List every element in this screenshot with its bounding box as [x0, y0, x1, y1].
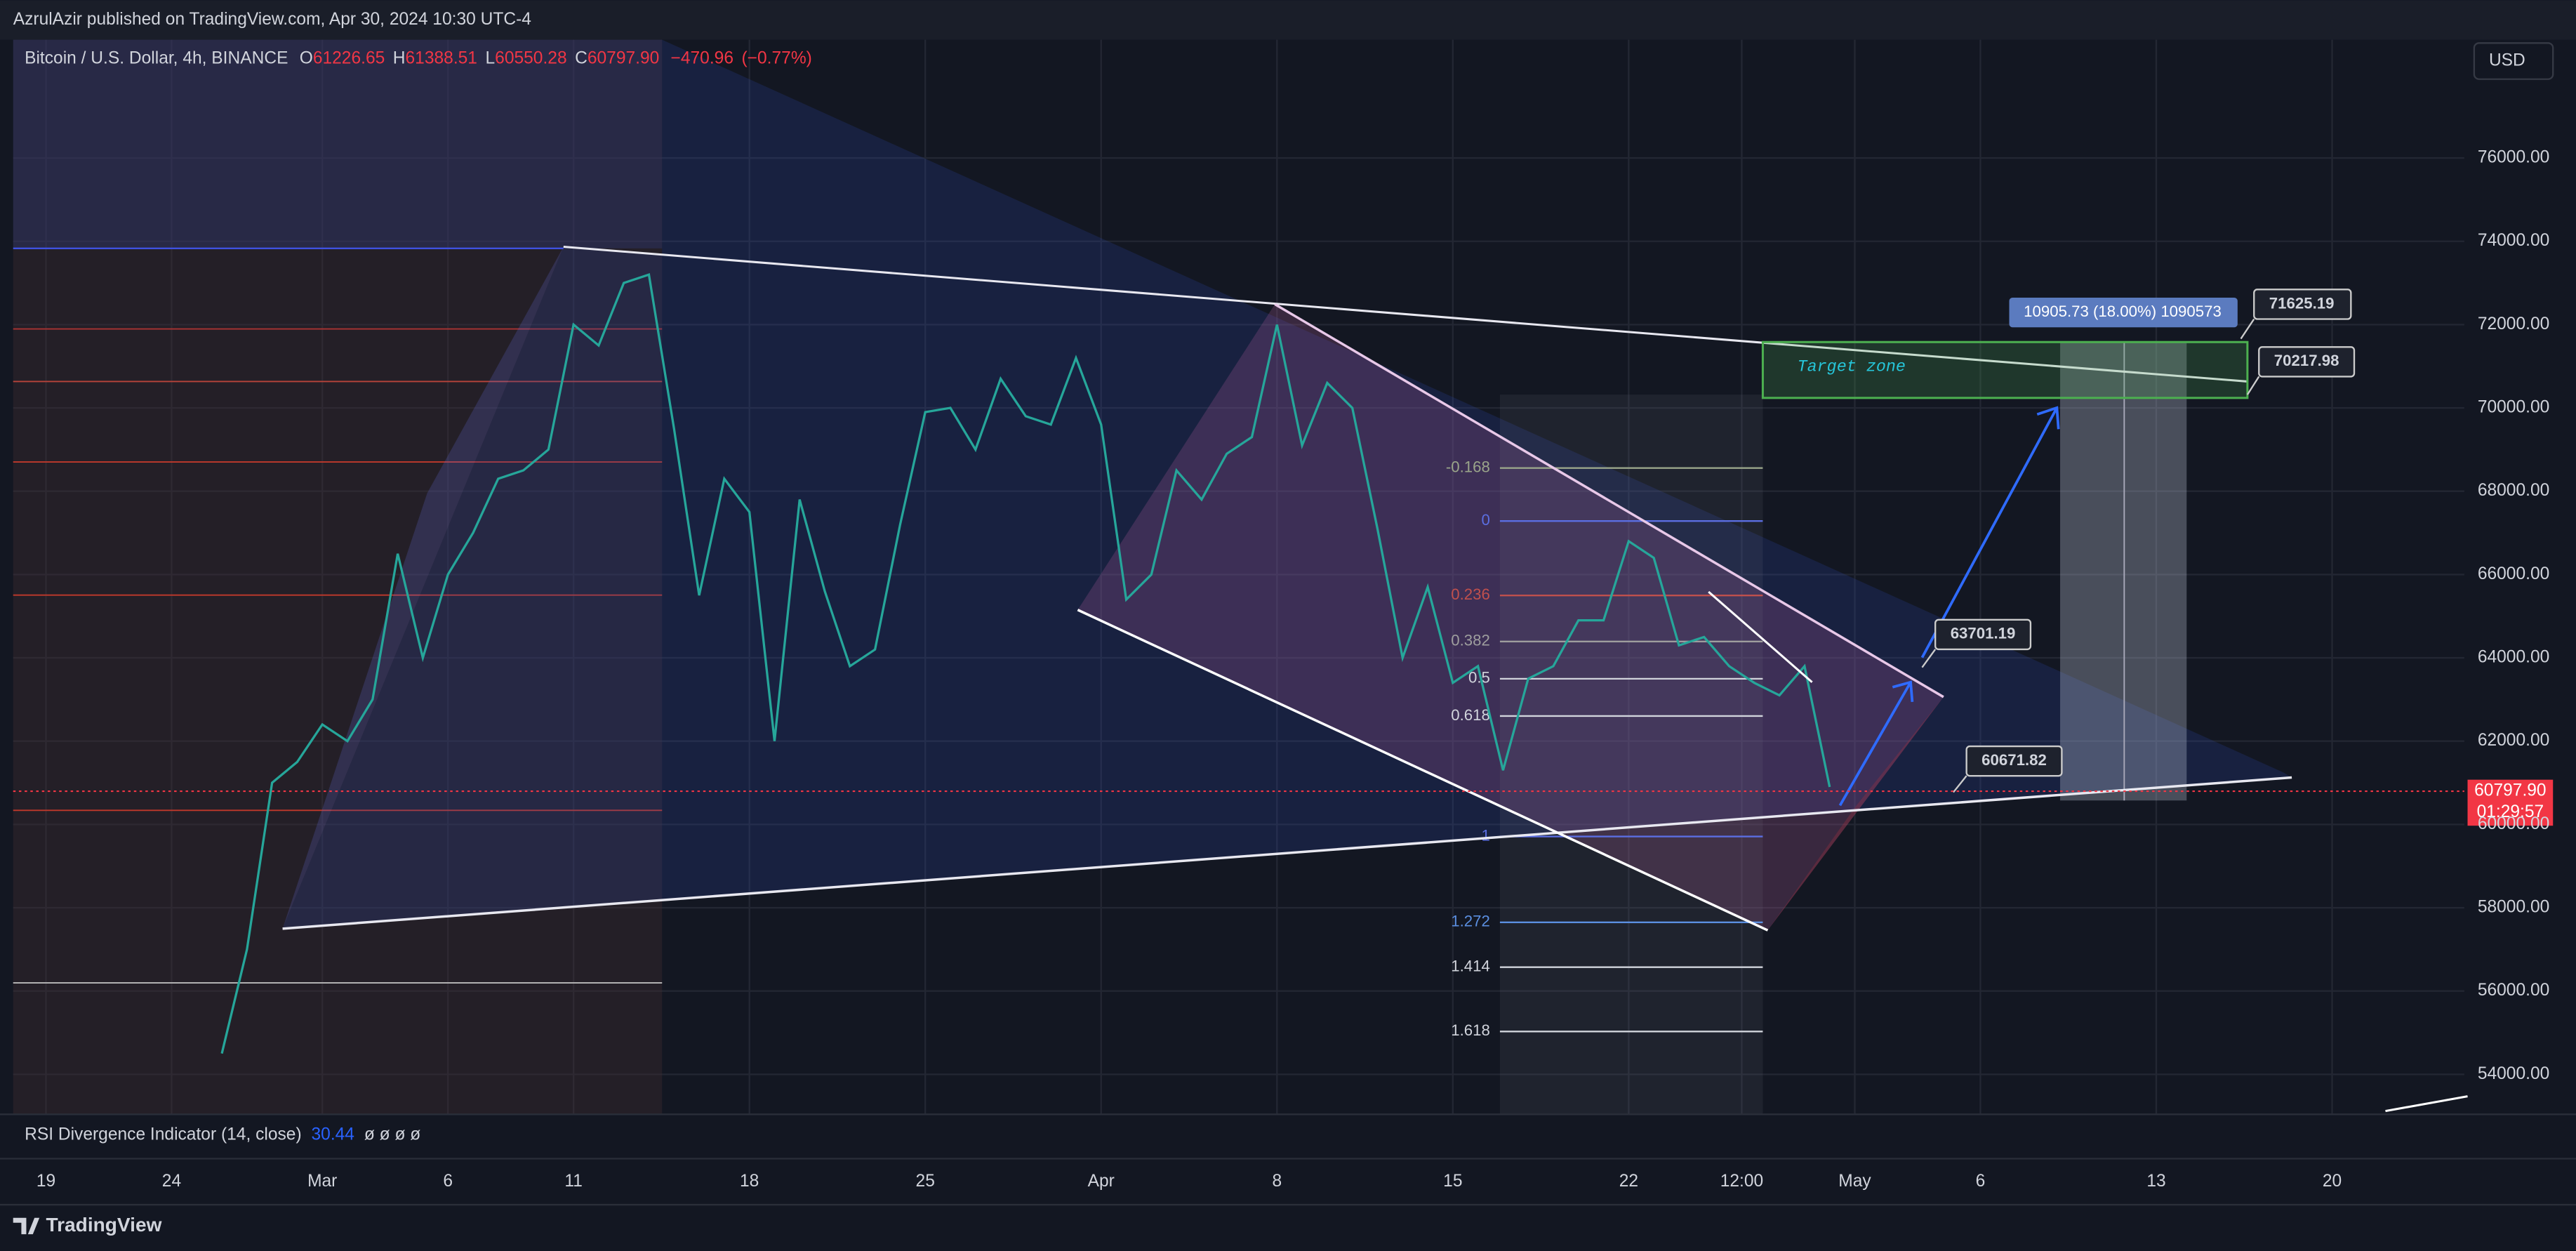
callout-label: 71625.19 — [2269, 294, 2335, 312]
callout-pointer — [1921, 649, 1937, 668]
indicator-value: 30.44 — [312, 1125, 354, 1144]
y-tick-label: 62000.00 — [2478, 731, 2549, 750]
x-tick-label: Mar — [307, 1172, 337, 1191]
publisher: AzrulAzir published on TradingView.com, … — [13, 10, 531, 29]
callout-label: 63701.19 — [1951, 625, 2016, 642]
x-tick-label: 6 — [443, 1172, 453, 1191]
callout-box — [1934, 618, 2032, 651]
x-tick-label: 8 — [1272, 1172, 1282, 1191]
price-line — [220, 273, 1831, 1054]
wedge-fill — [282, 39, 2292, 929]
x-tick-label: 22 — [1619, 1172, 1638, 1191]
y-tick-label: 76000.00 — [2478, 148, 2549, 167]
y-tick-label: 74000.00 — [2478, 231, 2549, 250]
x-tick-label: 20 — [2323, 1172, 2342, 1191]
ohlc-value: 61388.51 — [406, 49, 477, 68]
x-tick-label: 25 — [916, 1172, 935, 1191]
channel-line — [1077, 609, 1769, 932]
projection-zone — [2060, 342, 2187, 801]
x-tick-label: 6 — [1976, 1172, 1986, 1191]
target-zone-label: Target zone — [1798, 359, 1906, 377]
trend-line — [2385, 1095, 2468, 1113]
target-zone — [1761, 340, 2249, 399]
left-zone — [13, 39, 663, 1115]
callout-box — [1965, 745, 2063, 777]
fib-label: 0.382 — [1451, 632, 1490, 649]
fib-zone — [1499, 395, 1763, 1115]
fib-label: 0 — [1482, 511, 1490, 529]
x-tick-label: 11 — [564, 1172, 583, 1191]
callouts: 71625.19 70217.98 63701.19 60671.82 — [1921, 289, 2356, 793]
trend-line — [282, 776, 2292, 930]
arrow — [1920, 406, 2060, 658]
indicator-name: RSI Divergence Indicator (14, close) — [25, 1125, 302, 1144]
x-tick-label: 18 — [740, 1172, 759, 1191]
countdown: 01:29:57 — [2477, 802, 2544, 821]
left-zone-top — [13, 39, 663, 249]
ohlc-value: 60550.28 — [495, 49, 566, 68]
brand: TradingView — [46, 1214, 162, 1236]
callout-box — [2258, 346, 2356, 378]
y-tick-label: 60000.00 — [2478, 814, 2549, 833]
callout-pointer — [2246, 376, 2260, 395]
x-tick-label: 19 — [36, 1172, 55, 1191]
change-pct: (−0.77%) — [742, 49, 812, 68]
x-tick-label: 12:00 — [1720, 1172, 1763, 1191]
fib-label: 0.618 — [1451, 706, 1490, 724]
arrow — [1838, 680, 1914, 807]
currency[interactable]: USD — [2489, 51, 2525, 70]
callout-pointer — [2240, 318, 2255, 340]
y-tick-label: 56000.00 — [2478, 981, 2549, 1000]
change: −470.96 — [671, 49, 733, 68]
callout-label: 60671.82 — [1981, 751, 2047, 769]
ohlc-key: O — [300, 49, 313, 68]
y-tick-label: 54000.00 — [2478, 1064, 2549, 1083]
fib-label: 0.236 — [1451, 585, 1490, 603]
legend: Bitcoin / U.S. Dollar, 4h, BINANCE O6122… — [25, 49, 812, 68]
ohlc-value: 60797.90 — [587, 49, 659, 68]
ohlc-key: H — [393, 49, 406, 68]
callout-box — [2253, 289, 2352, 320]
symbol-title: Bitcoin / U.S. Dollar, 4h, BINANCE — [25, 49, 288, 68]
y-tick-label: 68000.00 — [2478, 481, 2549, 500]
channel-line — [1274, 303, 1944, 699]
y-tick-label: 66000.00 — [2478, 564, 2549, 583]
indicator-placeholders: ø ø ø ø — [364, 1125, 420, 1144]
x-tick-label: Apr — [1088, 1172, 1115, 1191]
x-tick-label: May — [1838, 1172, 1871, 1191]
trend-line — [1708, 590, 1813, 683]
fib-label: 1 — [1482, 826, 1490, 844]
measure-label: 10905.73 (18.00%) 1090573 — [2024, 303, 2222, 320]
wedge-fill — [282, 246, 564, 929]
y-tick-label: 72000.00 — [2478, 315, 2549, 333]
currency-button[interactable] — [2473, 42, 2554, 80]
fib-label: -0.168 — [1446, 458, 1490, 476]
trend-line — [563, 245, 2248, 383]
last-price-box — [2467, 779, 2554, 826]
y-tick-label: 64000.00 — [2478, 648, 2549, 667]
ohlc-key: L — [485, 49, 495, 68]
indicator-legend: RSI Divergence Indicator (14, close) 30.… — [25, 1125, 420, 1144]
y-tick-label: 70000.00 — [2478, 398, 2549, 417]
measure-box — [2009, 298, 2238, 328]
callout-pointer — [1953, 775, 1967, 793]
last-price-label: 60797.90 — [2474, 781, 2546, 800]
channel-fill — [1077, 304, 1944, 931]
fib-label: 1.272 — [1451, 913, 1490, 930]
arrows — [1838, 406, 2060, 807]
x-tick-label: 24 — [162, 1172, 181, 1191]
y-tick-label: 58000.00 — [2478, 898, 2549, 917]
fib-label: 1.618 — [1451, 1021, 1490, 1039]
x-tick-label: 15 — [1443, 1172, 1462, 1191]
x-tick-label: 13 — [2146, 1172, 2165, 1191]
callout-label: 70217.98 — [2274, 352, 2339, 369]
ohlc-value: 61226.65 — [313, 49, 385, 68]
ohlc-key: C — [575, 49, 587, 68]
top-bar — [0, 0, 2576, 40]
fib-label: 1.414 — [1451, 958, 1490, 975]
